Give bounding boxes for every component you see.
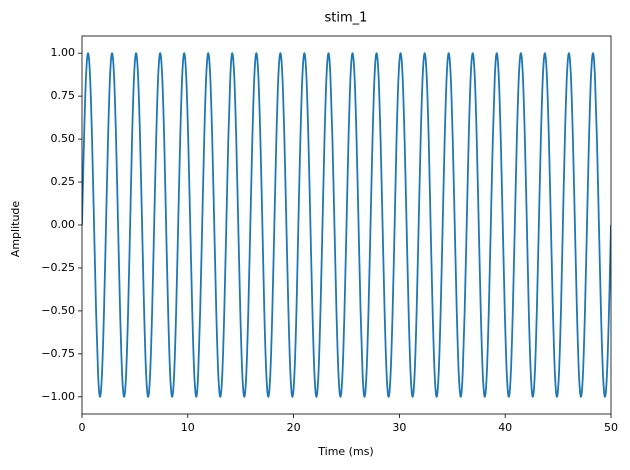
y-tick-label: 0.75 [51, 89, 76, 102]
y-tick-label: −0.25 [41, 261, 75, 274]
y-tick-label: 1.00 [51, 46, 76, 59]
chart-title: stim_1 [325, 11, 368, 26]
x-tick-label: 10 [181, 421, 195, 434]
x-tick-label: 30 [392, 421, 406, 434]
y-tick-label: −0.75 [41, 347, 75, 360]
y-tick-label: 0.00 [51, 218, 76, 231]
y-tick-label: −0.50 [41, 304, 75, 317]
signal-line [82, 52, 611, 398]
x-tick-label: 0 [79, 421, 86, 434]
x-tick-label: 40 [498, 421, 512, 434]
x-axis-label: Time (ms) [317, 445, 373, 458]
y-tick-label: 0.25 [51, 175, 76, 188]
plot-frame [81, 35, 612, 415]
x-tick-label: 20 [287, 421, 301, 434]
y-tick-label: −1.00 [41, 390, 75, 403]
y-axis-label: Amplitude [9, 201, 22, 258]
x-tick-label: 50 [604, 421, 618, 434]
y-tick-label: 0.50 [51, 132, 76, 145]
